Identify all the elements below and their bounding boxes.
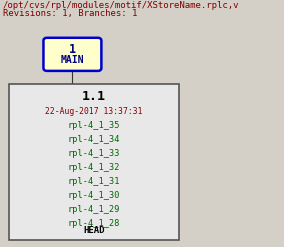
Text: rpl-4_1_34: rpl-4_1_34 (68, 135, 120, 144)
Text: /opt/cvs/rpl/modules/motif/XStoreName.rplc,v: /opt/cvs/rpl/modules/motif/XStoreName.rp… (3, 1, 239, 10)
Text: 1: 1 (69, 43, 76, 56)
Text: 22-Aug-2017 13:37:31: 22-Aug-2017 13:37:31 (45, 107, 143, 116)
Text: rpl-4_1_35: rpl-4_1_35 (68, 121, 120, 129)
Text: HEAD: HEAD (83, 226, 105, 235)
FancyBboxPatch shape (43, 38, 101, 71)
Text: rpl-4_1_31: rpl-4_1_31 (68, 177, 120, 186)
Bar (9, 84, 179, 240)
Text: rpl-4_1_32: rpl-4_1_32 (68, 163, 120, 172)
Text: rpl-4_1_29: rpl-4_1_29 (68, 205, 120, 214)
Text: Revisions: 1, Branches: 1: Revisions: 1, Branches: 1 (3, 9, 137, 18)
Text: rpl-4_1_28: rpl-4_1_28 (68, 219, 120, 228)
Text: rpl-4_1_30: rpl-4_1_30 (68, 191, 120, 200)
Text: MAIN: MAIN (61, 55, 84, 65)
Text: 1.1: 1.1 (82, 90, 106, 103)
Text: rpl-4_1_33: rpl-4_1_33 (68, 149, 120, 158)
